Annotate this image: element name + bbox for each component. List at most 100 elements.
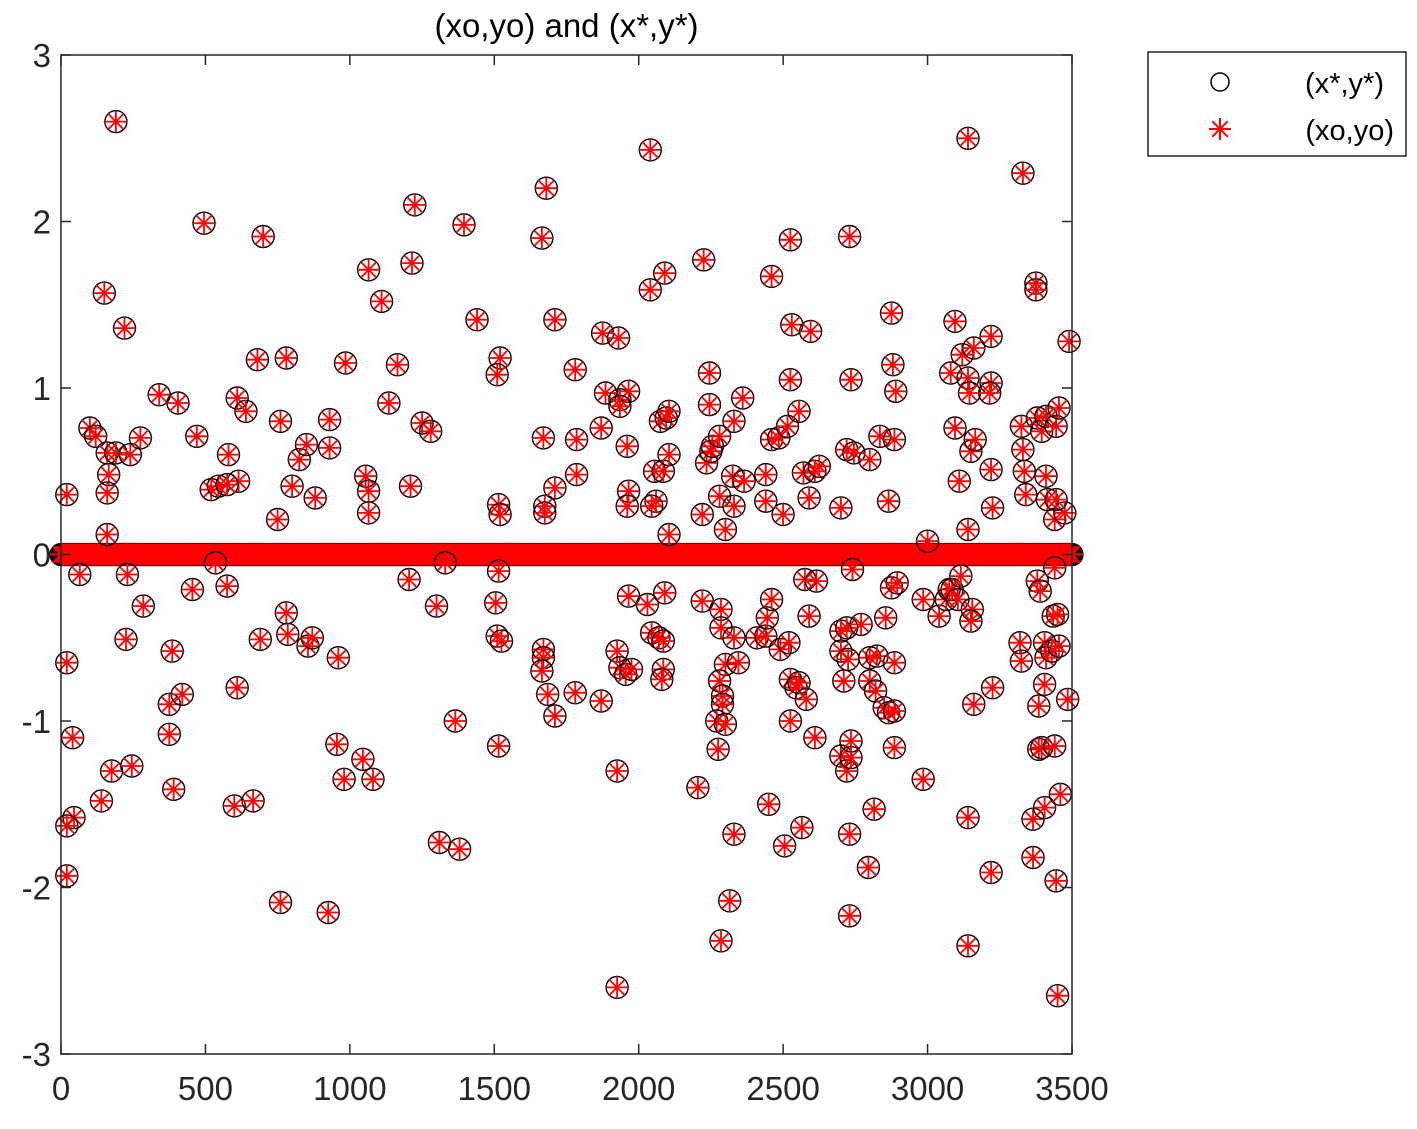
data-point — [192, 211, 216, 235]
data-point — [635, 592, 660, 617]
asterisk-marker — [640, 495, 663, 518]
data-point — [268, 890, 293, 915]
data-point — [251, 224, 275, 249]
data-point — [759, 587, 784, 612]
asterisk-marker — [295, 433, 318, 456]
asterisk-marker — [223, 794, 246, 817]
x-tick-label: 0 — [52, 1070, 70, 1107]
data-point — [858, 646, 882, 670]
asterisk-marker — [746, 626, 769, 649]
asterisk-marker — [777, 631, 800, 654]
asterisk-marker — [386, 353, 409, 376]
asterisk-marker — [1024, 278, 1047, 301]
asterisk-marker — [1010, 415, 1033, 438]
data-point — [433, 551, 457, 575]
asterisk-marker — [912, 588, 935, 611]
asterisk-marker — [68, 563, 91, 586]
asterisk-marker — [779, 228, 802, 251]
data-point — [616, 479, 641, 503]
data-point — [615, 494, 639, 518]
asterisk-marker — [1011, 438, 1034, 461]
data-point — [1028, 579, 1052, 603]
data-point — [488, 502, 512, 527]
asterisk-marker — [120, 755, 143, 777]
asterisk-marker — [964, 428, 987, 451]
asterisk-marker — [636, 593, 659, 616]
asterisk-marker — [874, 606, 897, 629]
asterisk-marker — [116, 563, 139, 586]
asterisk-marker — [695, 451, 718, 474]
asterisk-marker — [1045, 488, 1068, 511]
data-point — [879, 301, 904, 325]
asterisk-marker — [1035, 465, 1057, 488]
asterisk-marker — [652, 630, 675, 653]
asterisk-marker — [877, 490, 900, 513]
data-point — [112, 316, 137, 340]
legend: (x*,y*) (xo,yo) — [1147, 51, 1407, 157]
data-point — [962, 336, 986, 360]
asterisk-marker — [838, 225, 861, 248]
asterisk-marker — [779, 668, 802, 691]
data-point — [96, 462, 121, 487]
asterisk-marker — [946, 588, 969, 611]
data-point — [697, 392, 722, 417]
asterisk-marker — [779, 368, 802, 391]
data-point — [530, 226, 554, 250]
asterisk-marker — [877, 701, 900, 724]
asterisk-marker — [354, 465, 377, 488]
asterisk-marker — [606, 640, 629, 663]
asterisk-marker — [242, 789, 265, 812]
asterisk-marker — [698, 362, 721, 384]
data-point — [754, 462, 778, 487]
asterisk-marker — [484, 591, 507, 614]
asterisk-marker — [957, 367, 979, 389]
asterisk-marker — [362, 768, 384, 791]
asterisk-marker — [808, 455, 831, 478]
asterisk-marker — [723, 626, 745, 649]
data-point — [485, 363, 509, 387]
data-point — [245, 348, 270, 372]
asterisk-marker — [565, 428, 588, 451]
asterisk-marker — [961, 598, 984, 621]
asterisk-marker — [181, 578, 204, 601]
data-point — [837, 822, 862, 846]
data-point — [1042, 556, 1067, 580]
data-point — [120, 754, 144, 778]
asterisk-marker — [692, 248, 715, 271]
data-point — [170, 682, 195, 707]
data-point — [55, 482, 79, 507]
asterisk-marker — [980, 325, 1003, 348]
data-point — [543, 308, 567, 332]
asterisk-marker — [608, 395, 631, 418]
asterisk-marker — [795, 688, 818, 711]
asterisk-marker — [444, 710, 467, 732]
asterisk-marker — [1046, 603, 1069, 626]
asterisk-marker — [708, 425, 731, 448]
chart-title: (xo,yo) and (x*,y*) — [434, 7, 698, 44]
asterisk-marker — [162, 778, 185, 801]
asterisk-marker — [227, 470, 250, 493]
asterisk-marker — [840, 730, 862, 752]
asterisk-marker — [714, 713, 737, 736]
data-point — [225, 676, 249, 700]
data-point — [274, 346, 298, 370]
asterisk-marker — [858, 448, 881, 471]
asterisk-marker — [733, 470, 756, 493]
data-point — [657, 522, 681, 547]
data-point — [713, 517, 738, 542]
asterisk-marker — [691, 503, 714, 526]
data-point — [114, 627, 138, 652]
asterisk-marker — [959, 610, 982, 633]
asterisk-marker — [1033, 673, 1056, 696]
data-point — [248, 627, 272, 652]
data-point — [943, 416, 967, 440]
x-tick-label: 3500 — [1035, 1070, 1108, 1107]
asterisk-marker — [55, 864, 78, 887]
data-point — [911, 767, 935, 791]
data-point — [1047, 634, 1071, 658]
asterisk-marker — [958, 382, 981, 404]
data-point — [868, 424, 892, 448]
data-point — [707, 484, 732, 508]
asterisk-marker — [617, 380, 640, 403]
asterisk-marker — [962, 337, 985, 359]
